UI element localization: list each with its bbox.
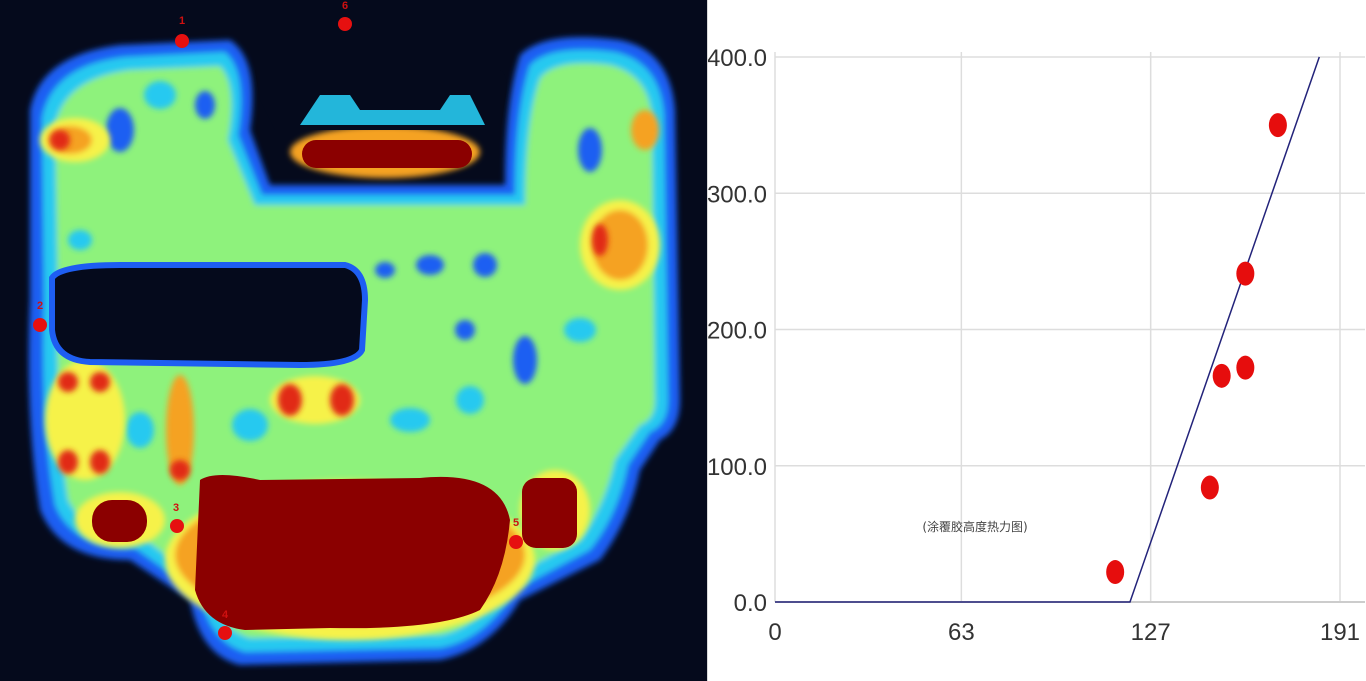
scatter-chart-panel: 0.0 100.0 200.0 300.0 400.0 0 63 127 191 (涂覆胶高度热… [707, 0, 1366, 681]
cutout-rect-left [49, 262, 369, 369]
scatter-chart: 0.0 100.0 200.0 300.0 400.0 0 63 127 191 (涂覆胶高度热… [708, 45, 1365, 646]
data-point [1268, 113, 1287, 138]
x-tick-label: 127 [1131, 619, 1171, 646]
chart-annotation: (涂覆胶高度热力图) [922, 519, 1027, 534]
marker-4: 4 [218, 609, 232, 640]
hot-region-main [195, 475, 510, 630]
data-point [1236, 355, 1255, 380]
data-point [1212, 363, 1231, 388]
hot-block-left [92, 500, 147, 542]
marker-3: 3 [170, 502, 184, 533]
y-tick-label: 400.0 [708, 45, 767, 72]
svg-text:2: 2 [37, 300, 43, 312]
data-point [1106, 560, 1125, 585]
board-cutouts [49, 95, 485, 369]
svg-text:1: 1 [179, 15, 185, 27]
svg-text:6: 6 [342, 0, 348, 12]
y-tick-label: 0.0 [734, 590, 767, 617]
data-point [1236, 261, 1255, 286]
chart-axes: 0.0 100.0 200.0 300.0 400.0 0 63 127 191 [708, 45, 1365, 646]
svg-text:5: 5 [513, 517, 519, 529]
x-tick-label: 191 [1320, 619, 1360, 646]
svg-text:3: 3 [173, 502, 179, 514]
heat-hot-spots [50, 130, 608, 630]
fit-line [775, 56, 1321, 603]
hot-strip-top [302, 140, 472, 168]
marker-6: 6 [338, 0, 352, 31]
heatmap-image: 1 2 3 4 5 6 [0, 0, 707, 681]
data-point [1200, 475, 1219, 500]
y-tick-label: 300.0 [708, 181, 767, 208]
marker-5: 5 [509, 517, 523, 549]
marker-2: 2 [33, 300, 47, 332]
fit-line-layer [775, 56, 1321, 603]
y-tick-label: 200.0 [708, 318, 767, 345]
heatmap-markers: 1 2 3 4 5 6 [33, 0, 523, 640]
svg-text:4: 4 [222, 609, 229, 621]
marker-1: 1 [175, 15, 189, 48]
hot-block-right [522, 478, 577, 548]
cutout-top-rim [300, 95, 485, 125]
heat-cool-spots [68, 81, 602, 448]
data-points-layer [1106, 113, 1287, 585]
x-tick-label: 0 [768, 619, 781, 646]
x-tick-label: 63 [948, 619, 975, 646]
heatmap-graphic: 1 2 3 4 5 6 [28, 0, 680, 665]
y-tick-label: 100.0 [708, 454, 767, 481]
